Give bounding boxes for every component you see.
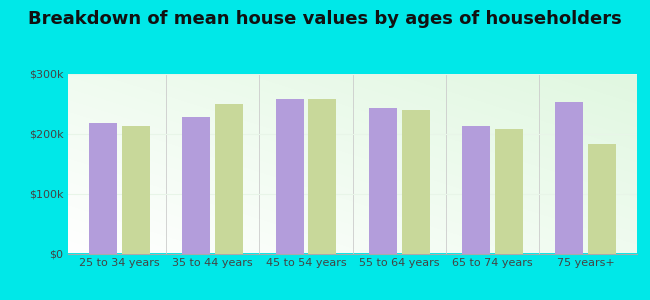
Bar	[122, 126, 150, 254]
Bar	[215, 103, 243, 254]
Bar	[555, 102, 584, 254]
Bar	[495, 129, 523, 254]
Bar	[369, 108, 397, 254]
Bar	[462, 126, 490, 254]
Bar	[308, 99, 336, 254]
Bar	[402, 110, 430, 254]
Bar	[183, 117, 211, 254]
Bar	[89, 123, 117, 254]
Bar	[588, 144, 616, 254]
Bar	[276, 99, 304, 254]
Text: Breakdown of mean house values by ages of householders: Breakdown of mean house values by ages o…	[28, 11, 622, 28]
